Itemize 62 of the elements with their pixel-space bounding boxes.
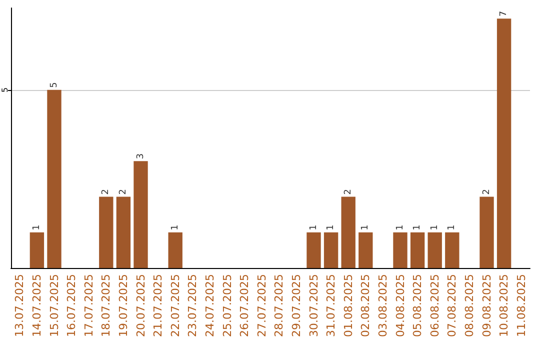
x-tick-label: 25.07.2025 — [220, 274, 234, 338]
x-tick-label: 07.08.2025 — [446, 274, 459, 338]
x-tick-label: 19.07.2025 — [116, 274, 130, 338]
data-label: 1 — [308, 224, 319, 230]
x-tick-label: 26.07.2025 — [238, 274, 252, 338]
x-tick-label: 15.07.2025 — [48, 274, 61, 338]
bar — [410, 232, 425, 268]
x-tick-label: 24.07.2025 — [203, 274, 216, 338]
x-tick-label: 09.08.2025 — [480, 274, 494, 338]
x-tick-label: 04.08.2025 — [394, 274, 407, 338]
x-tick-label: 03.08.2025 — [376, 274, 390, 338]
x-tick-label: 10.08.2025 — [498, 274, 511, 338]
data-label: 1 — [430, 224, 440, 230]
data-label: 2 — [482, 189, 492, 195]
bar — [306, 232, 321, 268]
bar — [168, 232, 182, 268]
bar — [30, 232, 44, 268]
bar — [47, 90, 62, 268]
x-tick-label: 22.07.2025 — [168, 274, 182, 338]
data-label: 1 — [395, 224, 406, 230]
bar — [496, 18, 512, 268]
x-tick-label: 27.07.2025 — [255, 274, 268, 338]
bar — [341, 196, 356, 268]
x-tick-label: 06.08.2025 — [428, 274, 442, 338]
data-label: 1 — [170, 224, 180, 230]
x-tick-label: 21.07.2025 — [152, 274, 165, 338]
x-tick-label: 14.07.2025 — [30, 274, 44, 338]
x-tick-label: 18.07.2025 — [100, 274, 113, 338]
x-tick-label: 30.07.2025 — [307, 274, 320, 338]
bar — [324, 232, 338, 268]
bar — [358, 232, 373, 268]
data-label: 1 — [412, 224, 423, 230]
x-tick-label: 05.08.2025 — [411, 274, 424, 338]
x-tick-label: 20.07.2025 — [134, 274, 148, 338]
x-tick-label: 01.08.2025 — [342, 274, 355, 338]
x-tick-label: 13.07.2025 — [13, 274, 26, 338]
x-tick-label: 17.07.2025 — [82, 274, 96, 338]
x-tick-label: 28.07.2025 — [272, 274, 286, 338]
bar — [480, 196, 494, 268]
bar — [116, 196, 131, 268]
x-tick-label: 11.08.2025 — [514, 274, 528, 338]
data-label: 5 — [49, 82, 60, 88]
x-tick-label: 23.07.2025 — [186, 274, 200, 338]
x-tick-label: 08.08.2025 — [462, 274, 476, 338]
bar — [428, 232, 442, 268]
data-label: 2 — [101, 189, 112, 195]
data-label: 1 — [447, 224, 458, 230]
data-label: 2 — [118, 189, 128, 195]
bar — [99, 196, 114, 268]
data-label: 1 — [32, 224, 42, 230]
data-label: 1 — [360, 224, 371, 230]
data-label: 7 — [499, 10, 510, 17]
bar — [134, 161, 148, 268]
data-label: 2 — [343, 189, 354, 195]
x-tick-label: 16.07.2025 — [65, 274, 78, 338]
data-label: 3 — [136, 153, 146, 160]
bar — [393, 232, 408, 268]
data-label: 1 — [326, 224, 336, 230]
x-tick-label: 02.08.2025 — [359, 274, 372, 338]
bar — [445, 232, 460, 268]
x-tick-label: 29.07.2025 — [290, 274, 303, 338]
x-tick-label: 31.07.2025 — [324, 274, 338, 338]
